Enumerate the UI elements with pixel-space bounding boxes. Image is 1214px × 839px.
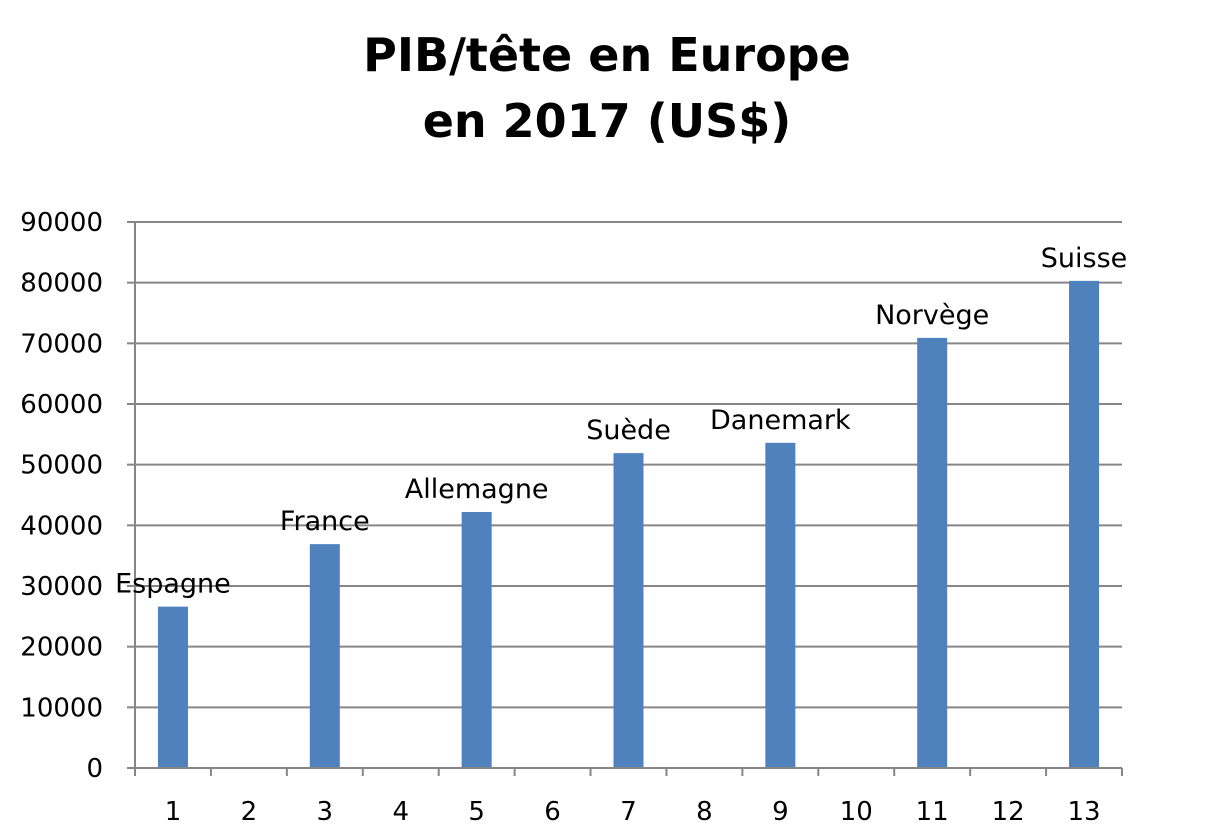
chart-title-line-2: en 2017 (US$) — [422, 94, 792, 148]
bar — [309, 544, 340, 768]
y-tick-label: 60000 — [20, 390, 103, 420]
x-tick-label: 2 — [241, 797, 258, 827]
bar — [1069, 280, 1100, 768]
bar — [765, 442, 796, 768]
bar — [157, 606, 188, 768]
labels: 0 10000 20000 30000 40000 50000 60000 70000 8000… — [20, 208, 1127, 827]
data-label: Norvège — [875, 300, 989, 331]
y-tick-label: 80000 — [20, 269, 103, 299]
bar — [613, 453, 644, 768]
x-tick-label: 12 — [992, 797, 1025, 827]
x-tick-label: 13 — [1067, 797, 1100, 827]
data-label: Suède — [586, 415, 671, 446]
y-tick-label: 70000 — [20, 329, 103, 359]
x-tick-label: 7 — [620, 797, 637, 827]
y-tick-label: 40000 — [20, 511, 103, 541]
y-tick-label: 20000 — [20, 633, 103, 663]
bar — [461, 511, 492, 768]
y-tick-label: 90000 — [20, 208, 103, 238]
x-tick-label: 5 — [468, 797, 485, 827]
x-tick-label: 4 — [392, 797, 409, 827]
x-tick-label: 9 — [772, 797, 789, 827]
y-tick-label: 0 — [86, 754, 103, 784]
data-label: Danemark — [710, 405, 851, 436]
x-tick-label: 3 — [317, 797, 334, 827]
data-label: Suisse — [1041, 243, 1128, 274]
x-tick-label: 10 — [840, 797, 873, 827]
x-tick-label: 1 — [165, 797, 182, 827]
data-label: Allemagne — [405, 474, 549, 505]
x-tick-label: 11 — [916, 797, 949, 827]
data-label: France — [280, 506, 370, 537]
x-tick-label: 6 — [544, 797, 561, 827]
chart-title: PIB/tête en Europe en 2017 (US$) — [0, 22, 1214, 154]
chart-title-line-1: PIB/tête en Europe — [363, 28, 851, 82]
axes — [127, 221, 1123, 776]
bar — [917, 337, 948, 768]
data-label: Espagne — [115, 569, 231, 600]
y-tick-label: 50000 — [20, 451, 103, 481]
bars — [157, 280, 1100, 768]
y-tick-label: 30000 — [20, 572, 103, 602]
y-tick-label: 10000 — [20, 693, 103, 723]
x-tick-label: 8 — [696, 797, 713, 827]
